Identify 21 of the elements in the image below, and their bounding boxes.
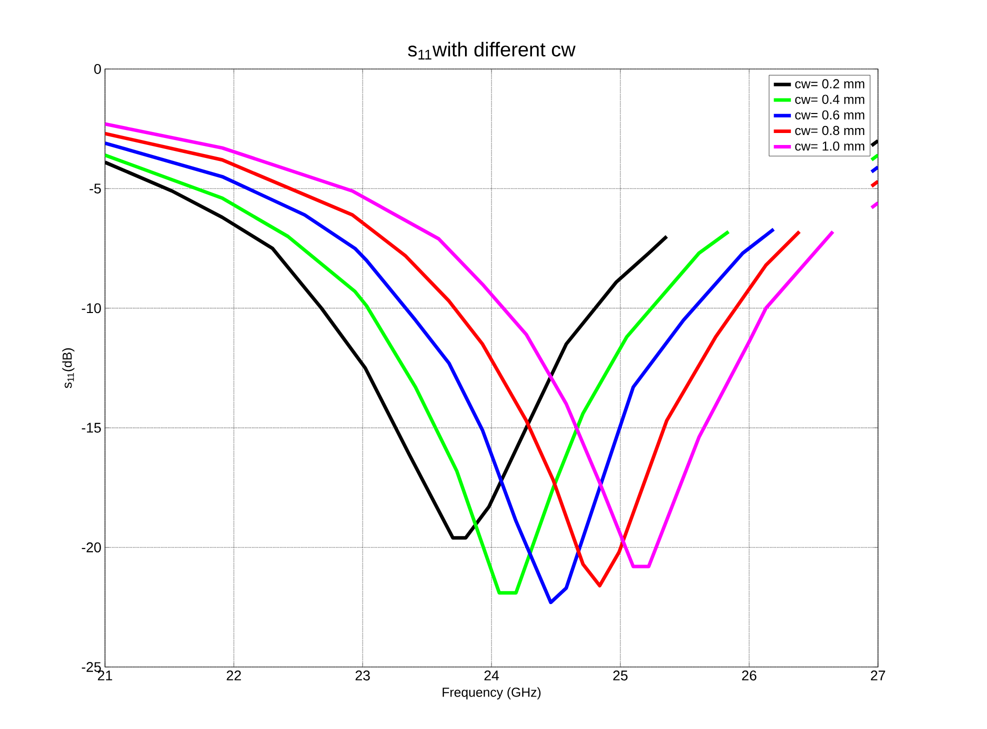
x-tick-label: 24: [484, 670, 499, 680]
y-tick-label: -15: [82, 422, 101, 433]
x-tick-label: 23: [356, 670, 370, 680]
x-axis-title: Frequency (GHz): [442, 687, 541, 700]
y-axis-title: s$_{11}$(dB): [62, 348, 74, 388]
legend-label: cw= 0.6 mm: [795, 110, 864, 120]
x-tick-label: 26: [742, 670, 756, 680]
x-tick-label: 25: [613, 670, 628, 680]
legend-label: cw= 0.4 mm: [795, 94, 864, 104]
x-tick-label: 21: [98, 670, 112, 680]
legend-label: cw= 0.8 mm: [795, 126, 864, 136]
chart-title: s$_{11}$with different cw: [408, 42, 576, 60]
x-tick-label: 27: [870, 670, 886, 680]
legend-label: cw= 1.0 mm: [795, 141, 864, 151]
y-tick-label: -5: [90, 184, 101, 194]
x-tick-label: 22: [226, 670, 241, 680]
y-tick-label: -25: [82, 662, 101, 672]
y-tick-label: -10: [82, 303, 101, 314]
y-tick-label: 0: [94, 64, 101, 74]
y-tick-label: -20: [82, 542, 101, 552]
legend-label: cw= 0.2 mm: [795, 79, 864, 88]
